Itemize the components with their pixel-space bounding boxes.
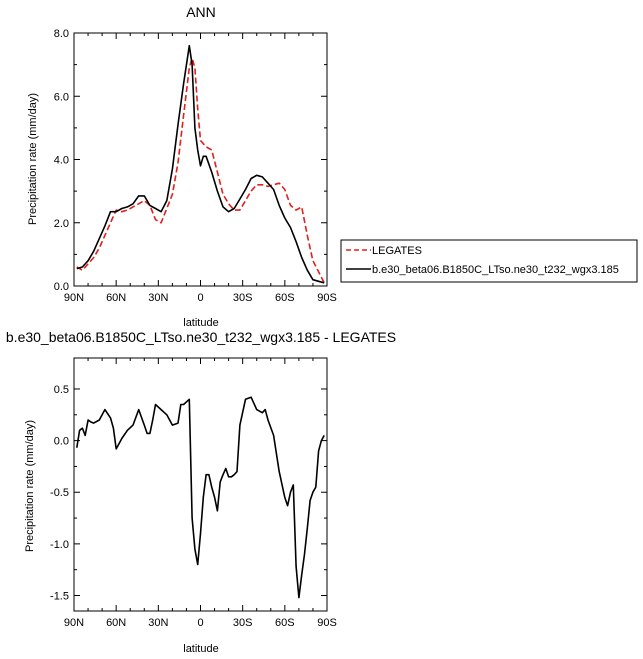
legend: LEGATES b.e30_beta06.B1850C_LTso.ne30_t2…	[340, 239, 638, 283]
y-tick-label: -0.5	[50, 487, 69, 499]
chart-title: b.e30_beta06.B1850C_LTso.ne30_t232_wgx3.…	[6, 329, 396, 345]
x-tick-label: 30N	[148, 292, 168, 304]
y-tick-label: 6.0	[54, 91, 69, 103]
x-tick-label: 0	[197, 617, 203, 629]
x-tick-label: 60N	[106, 617, 126, 629]
series-line-model	[76, 44, 325, 284]
x-tick-label: 90N	[64, 292, 84, 304]
series-layer	[76, 44, 325, 284]
annual-precip-panel: ANN Precipitation rate (mm/day) latitude…	[27, 4, 638, 329]
legend-box	[340, 239, 638, 283]
y-axis-label: Precipitation rate (mm/day)	[24, 420, 36, 552]
x-tick-label: 60N	[106, 292, 126, 304]
y-tick-label: 2.0	[54, 218, 69, 230]
x-tick-label: 0	[197, 292, 203, 304]
series-layer	[76, 396, 325, 599]
chart-title: ANN	[186, 4, 216, 20]
y-tick-label: 0.0	[54, 436, 69, 448]
x-tick-label: 60S	[275, 617, 295, 629]
x-tick-label: 90S	[317, 292, 337, 304]
x-tick-label: 60S	[275, 292, 295, 304]
tick-layer: 90N 60N 30N 0 30S 60S 90S 0.5 0.0 -0.5 -1.0 -1.5	[50, 358, 337, 629]
legend-label-legates: LEGATES	[372, 245, 422, 257]
plot-frame	[73, 357, 328, 612]
legend-label-model: b.e30_beta06.B1850C_LTso.ne30_t232_wgx3.…	[372, 264, 619, 276]
x-tick-label: 30N	[148, 617, 168, 629]
x-tick-label: 90N	[64, 617, 84, 629]
y-tick-label: 8.0	[54, 28, 69, 40]
y-tick-label: 4.0	[54, 155, 69, 167]
y-axis-label: Precipitation rate (mm/day)	[27, 93, 39, 225]
tick-layer: 90N 60N 30N 0 30S 60S 90S 0.0 2.0 4.0 6.0 8.0	[54, 28, 337, 304]
series-line-model	[76, 396, 325, 599]
x-tick-label: 30S	[233, 292, 253, 304]
plot-frame	[73, 32, 328, 287]
y-tick-label: 0.5	[54, 384, 69, 396]
y-tick-label: -1.0	[50, 539, 69, 551]
y-tick-label: -1.5	[50, 591, 69, 603]
series-line-legates	[76, 57, 325, 284]
y-tick-label: 0.0	[54, 281, 69, 293]
x-axis-label: latitude	[183, 643, 218, 655]
x-tick-label: 90S	[317, 617, 337, 629]
x-axis-label: latitude	[183, 317, 218, 329]
x-tick-label: 30S	[233, 617, 253, 629]
difference-panel: b.e30_beta06.B1850C_LTso.ne30_t232_wgx3.…	[6, 329, 396, 655]
